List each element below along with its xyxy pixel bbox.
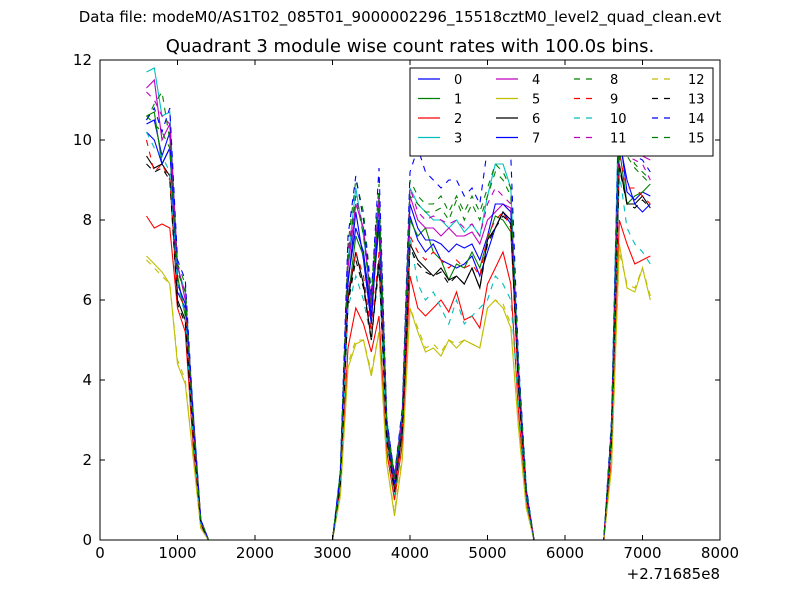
x-tick-label: 7000: [623, 544, 661, 562]
x-offset-label: +2.71685e8: [627, 565, 720, 583]
x-tick-label: 5000: [468, 544, 506, 562]
x-tick-label: 3000: [313, 544, 351, 562]
legend-label-0: 0: [454, 73, 462, 88]
series-line-13: [146, 163, 651, 540]
y-tick-label: 10: [73, 131, 92, 149]
y-tick-label: 2: [82, 451, 92, 469]
legend-label-14: 14: [688, 112, 705, 127]
series-line-15: [146, 115, 651, 540]
legend-label-6: 6: [532, 112, 540, 127]
legend-label-12: 12: [688, 73, 705, 88]
series-line-5: [146, 243, 651, 540]
legend-frame: [409, 67, 714, 157]
legend-label-9: 9: [610, 93, 618, 108]
series-line-0: [146, 119, 651, 540]
x-tick-label: 1000: [158, 544, 196, 562]
series-line-9: [145, 139, 651, 540]
chart-title: Quadrant 3 module wise count rates with …: [165, 36, 655, 57]
y-tick-label: 6: [82, 291, 92, 309]
x-tick-label: 4000: [391, 544, 429, 562]
legend-label-7: 7: [532, 132, 540, 147]
series-line-12: [146, 251, 651, 540]
legend-label-8: 8: [610, 73, 618, 88]
legend-label-1: 1: [454, 93, 462, 108]
x-tick-label: 0: [95, 544, 105, 562]
y-tick-label: 4: [82, 371, 92, 389]
legend-label-3: 3: [454, 132, 462, 147]
legend-label-13: 13: [688, 93, 705, 108]
y-tick-label: 8: [82, 211, 92, 229]
legend-label-5: 5: [532, 93, 540, 108]
figure-suptitle: Data file: modeM0/AS1T02_085T01_90000022…: [78, 8, 722, 26]
x-tick-label: 8000: [701, 544, 739, 562]
series-line-2: [146, 215, 651, 540]
y-tick-label: 12: [73, 51, 92, 69]
legend-label-15: 15: [688, 132, 705, 147]
series-line-7: [146, 131, 651, 540]
series-line-10: [146, 131, 651, 540]
x-tick-label: 2000: [236, 544, 274, 562]
series-layer: [145, 67, 651, 540]
axis-layer: 0 1000 2000 3000 4000 5000 6000 7000 80000246810…: [73, 51, 739, 562]
x-tick-label: 6000: [546, 544, 584, 562]
legend-label-11: 11: [610, 132, 627, 147]
legend-label-4: 4: [532, 73, 540, 88]
legend-label-10: 10: [610, 112, 627, 127]
legend-label-2: 2: [454, 112, 462, 127]
y-tick-label: 0: [82, 531, 92, 549]
